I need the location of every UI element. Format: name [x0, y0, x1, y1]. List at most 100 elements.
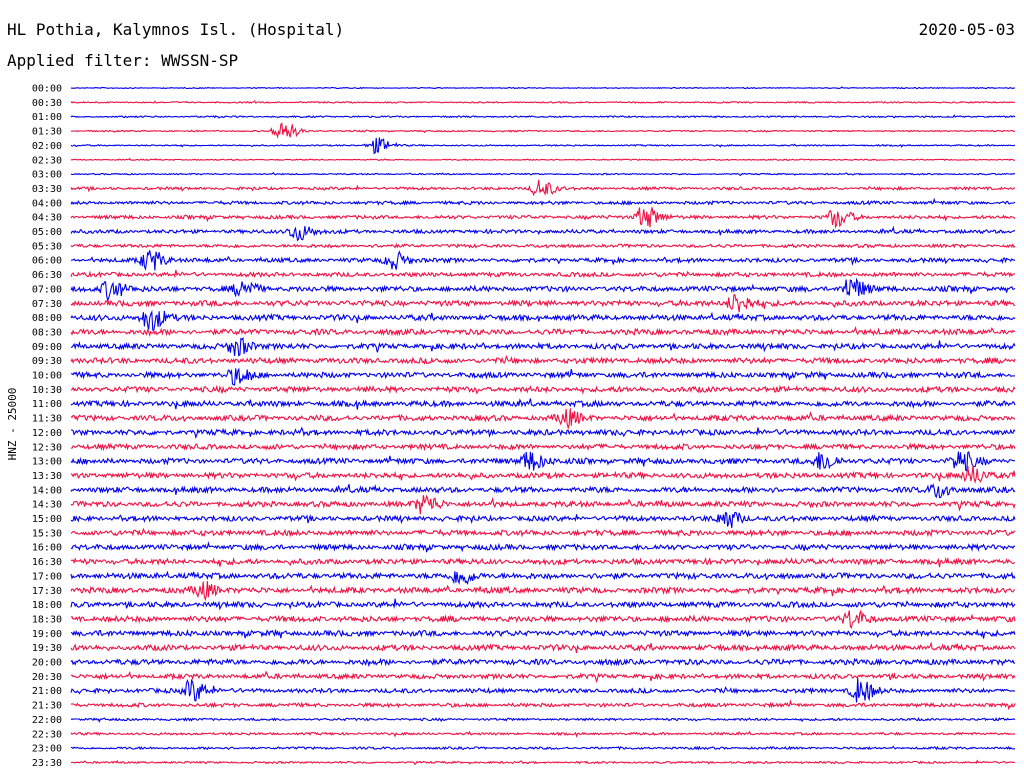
- time-tick-label: 01:00: [32, 112, 62, 123]
- trace-line: [70, 451, 1016, 472]
- trace-line: [70, 527, 1016, 538]
- time-tick-label: 01:30: [32, 127, 62, 138]
- trace-line: [70, 670, 1016, 684]
- time-tick-label: 14:30: [32, 500, 62, 511]
- trace-line: [70, 426, 1016, 440]
- trace-line: [70, 197, 1016, 207]
- time-tick-label: 00:30: [32, 98, 62, 109]
- trace-line: [70, 325, 1016, 338]
- time-tick-label: 10:00: [32, 371, 62, 382]
- trace-line: [70, 207, 1016, 229]
- time-tick-label: 23:30: [32, 758, 62, 769]
- time-tick-label: 06:30: [32, 270, 62, 281]
- trace-line: [70, 86, 1016, 90]
- trace-line: [70, 442, 1016, 452]
- time-tick-label: 18:00: [32, 600, 62, 611]
- time-tick-label: 10:30: [32, 385, 62, 396]
- time-tick-label: 04:30: [32, 213, 62, 224]
- trace-line: [70, 581, 1016, 602]
- time-tick-label: 07:30: [32, 299, 62, 310]
- trace-line: [70, 745, 1016, 751]
- station-title: HL Pothia, Kalymnos Isl. (Hospital): [7, 20, 345, 39]
- trace-line: [70, 100, 1016, 104]
- record-date: 2020-05-03: [918, 20, 1015, 39]
- trace-line: [70, 367, 1016, 386]
- trace-line: [70, 172, 1016, 177]
- time-tick-label: 16:30: [32, 557, 62, 568]
- filter-label: Applied filter: WWSSN-SP: [7, 51, 239, 70]
- time-tick-label: 07:00: [32, 284, 62, 295]
- time-tick-label: 14:00: [32, 485, 62, 496]
- trace-line: [70, 641, 1016, 654]
- trace-line: [70, 598, 1016, 611]
- trace-line: [70, 759, 1016, 766]
- trace-line: [70, 398, 1016, 410]
- time-tick-label: 19:30: [32, 643, 62, 654]
- trace-line: [70, 699, 1016, 711]
- trace-line: [70, 309, 1016, 331]
- time-tick-label: 11:00: [32, 399, 62, 410]
- time-tick-label: 08:00: [32, 313, 62, 324]
- time-tick-label: 13:30: [32, 471, 62, 482]
- trace-line: [70, 717, 1016, 724]
- time-tick-label: 20:00: [32, 658, 62, 669]
- time-tick-label: 19:00: [32, 629, 62, 640]
- time-tick-label: 03:30: [32, 184, 62, 195]
- trace-line: [70, 628, 1016, 639]
- trace-line: [70, 337, 1016, 357]
- time-tick-label: 05:30: [32, 241, 62, 252]
- time-tick-label: 18:30: [32, 614, 62, 625]
- time-tick-label: 15:30: [32, 528, 62, 539]
- time-tick-label: 08:30: [32, 327, 62, 338]
- trace-line: [70, 609, 1016, 630]
- trace-line: [70, 179, 1016, 197]
- trace-line: [70, 242, 1016, 249]
- trace-line: [70, 384, 1016, 395]
- trace-line: [70, 277, 1016, 303]
- time-tick-label: 03:00: [32, 170, 62, 181]
- time-tick-label: 16:00: [32, 543, 62, 554]
- trace-line: [70, 465, 1016, 484]
- time-tick-label: 02:30: [32, 155, 62, 166]
- trace-line: [70, 137, 1016, 155]
- trace-line: [70, 541, 1016, 553]
- trace-line: [70, 511, 1016, 528]
- trace-line: [70, 354, 1016, 366]
- trace-line: [70, 408, 1016, 431]
- channel-label: HNZ - 25000: [6, 388, 19, 461]
- time-tick-label: 11:30: [32, 414, 62, 425]
- time-tick-label: 23:00: [32, 744, 62, 755]
- trace-line: [70, 157, 1016, 162]
- time-tick-label: 22:00: [32, 715, 62, 726]
- trace-line: [70, 677, 1016, 703]
- trace-line: [70, 225, 1016, 242]
- time-tick-label: 20:30: [32, 672, 62, 683]
- trace-line: [70, 483, 1016, 499]
- time-tick-label: 12:00: [32, 428, 62, 439]
- time-tick-label: 22:30: [32, 729, 62, 740]
- time-tick-label: 13:00: [32, 457, 62, 468]
- time-tick-label: 21:30: [32, 701, 62, 712]
- trace-line: [70, 570, 1016, 586]
- time-tick-label: 21:00: [32, 686, 62, 697]
- time-tick-label: 06:00: [32, 256, 62, 267]
- trace-line: [70, 122, 1016, 139]
- trace-line: [70, 294, 1016, 313]
- time-tick-label: 04:00: [32, 198, 62, 209]
- time-tick-label: 09:00: [32, 342, 62, 353]
- trace-line: [70, 494, 1016, 515]
- time-tick-label: 00:00: [32, 84, 62, 95]
- trace-line: [70, 657, 1016, 668]
- trace-line: [70, 250, 1016, 271]
- time-tick-label: 05:00: [32, 227, 62, 238]
- time-tick-label: 09:30: [32, 356, 62, 367]
- time-tick-label: 12:30: [32, 442, 62, 453]
- time-tick-label: 17:00: [32, 571, 62, 582]
- trace-line: [70, 114, 1016, 119]
- seismic-traces: [70, 86, 1016, 766]
- trace-line: [70, 556, 1016, 568]
- time-tick-label: 15:00: [32, 514, 62, 525]
- time-tick-label: 02:00: [32, 141, 62, 152]
- time-tick-labels: 00:00 00:30 01:00 01:30 02:00 02:30 03:00 03:30…: [32, 84, 62, 769]
